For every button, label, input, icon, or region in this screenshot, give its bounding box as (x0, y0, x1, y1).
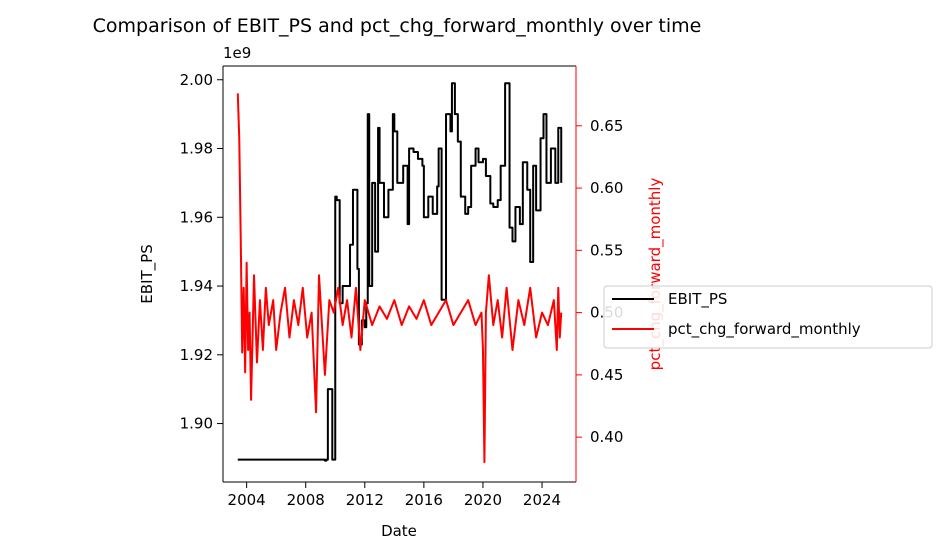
left-tick-label: 1.90 (180, 415, 213, 433)
left-tick-label: 2.00 (180, 71, 213, 89)
series-line-ebit-ps (237, 82, 563, 462)
x-tick-label: 2012 (346, 491, 384, 509)
right-tick-label: 0.40 (590, 428, 623, 446)
right-tick-label: 0.60 (590, 179, 623, 197)
plot-area (222, 65, 577, 483)
left-axis-label: EBIT_PS (138, 244, 157, 303)
chart-title: Comparison of EBIT_PS and pct_chg_forwar… (93, 15, 702, 37)
x-tick-label: 2016 (405, 491, 443, 509)
right-tick-label: 0.55 (590, 241, 623, 259)
left-tick-label: 1.96 (180, 208, 213, 226)
legend-label-pct-chg: pct_chg_forward_monthly (668, 320, 861, 339)
x-tick-label: 2008 (287, 491, 325, 509)
x-axis-ticks: 2004 2008 2012 2016 2020 2024 (228, 482, 561, 509)
left-axis-ticks: 1.90 1.92 1.94 1.96 1.98 2.00 (180, 71, 223, 433)
left-axis-offset-text: 1e9 (223, 44, 251, 62)
series-layer (236, 82, 563, 464)
left-tick-label: 1.94 (180, 277, 213, 295)
right-tick-label: 0.65 (590, 117, 623, 135)
right-tick-label: 0.45 (590, 366, 623, 384)
right-axis-ticks: 0.400.450.500.550.600.65 (576, 117, 623, 446)
left-tick-label: 1.92 (180, 346, 213, 364)
x-tick-label: 2024 (523, 491, 561, 509)
legend-frame (603, 285, 933, 349)
legend: EBIT_PS pct_chg_forward_monthly (603, 285, 933, 349)
series-line-pct-chg-forward-monthly (236, 93, 563, 464)
x-tick-label: 2004 (228, 491, 266, 509)
x-tick-label: 2020 (464, 491, 502, 509)
legend-label-ebit-ps: EBIT_PS (668, 290, 727, 309)
left-tick-label: 1.98 (180, 140, 213, 158)
x-axis-label: Date (381, 522, 417, 540)
